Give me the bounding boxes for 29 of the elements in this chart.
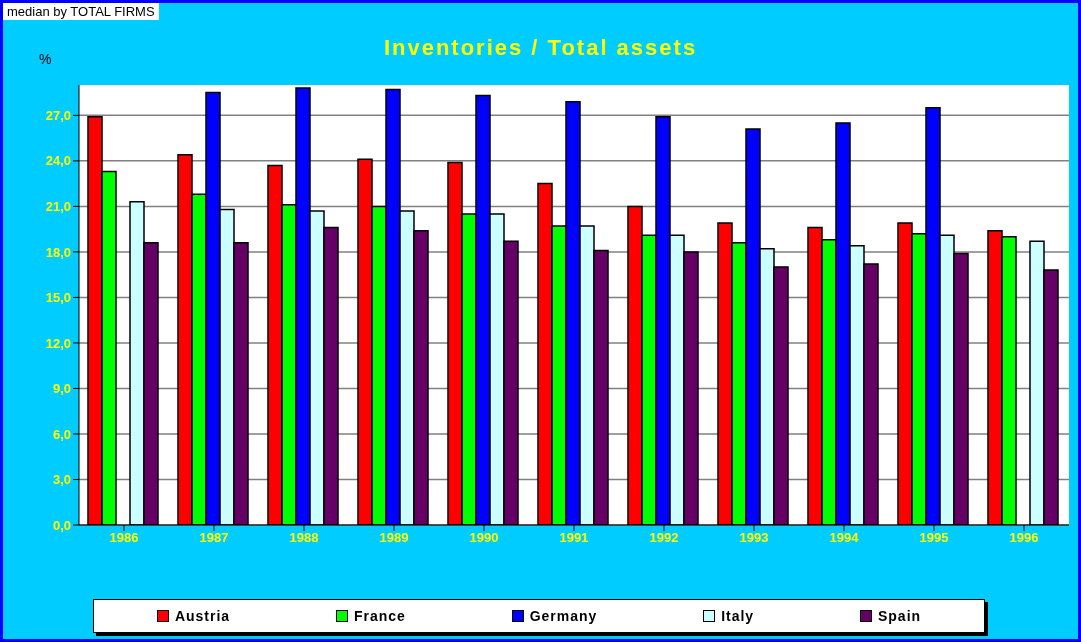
x-tick-label: 1987: [199, 530, 229, 546]
y-tick-label: 24,0: [45, 153, 71, 169]
y-tick-label: 6,0: [52, 426, 71, 442]
y-tick-label: 3,0: [52, 472, 71, 488]
legend-label: Italy: [720, 608, 755, 624]
x-tick-label: 1989: [379, 530, 409, 546]
x-tick-label: 1988: [289, 530, 319, 546]
y-tick-label: 9,0: [52, 381, 71, 397]
legend-label: Germany: [528, 608, 598, 624]
x-tick-label: 1991: [559, 530, 589, 546]
x-tick-label: 1986: [109, 530, 139, 546]
y-tick-label: 27,0: [45, 107, 71, 123]
legend-label: France: [352, 608, 406, 624]
x-tick-label: 1996: [1009, 530, 1039, 546]
x-tick-label: 1993: [739, 530, 769, 546]
chart-title: Inventories / Total assets: [383, 35, 698, 60]
y-tick-label: 12,0: [45, 335, 71, 351]
y-tick-label: 15,0: [45, 290, 71, 306]
x-tick-label: 1990: [469, 530, 499, 546]
legend-label: Austria: [173, 608, 231, 624]
y-tick-label: 21,0: [45, 198, 71, 214]
x-tick-label: 1992: [649, 530, 679, 546]
y-tick-label: 0,0: [52, 517, 71, 533]
x-tick-label: 1994: [829, 530, 860, 546]
legend-label: Spain: [876, 608, 922, 624]
text: median by TOTAL FIRMS: [3, 3, 159, 20]
y-tick-label: 18,0: [45, 244, 71, 260]
x-tick-label: 1995: [919, 530, 949, 546]
y-axis-title: %: [39, 51, 52, 67]
